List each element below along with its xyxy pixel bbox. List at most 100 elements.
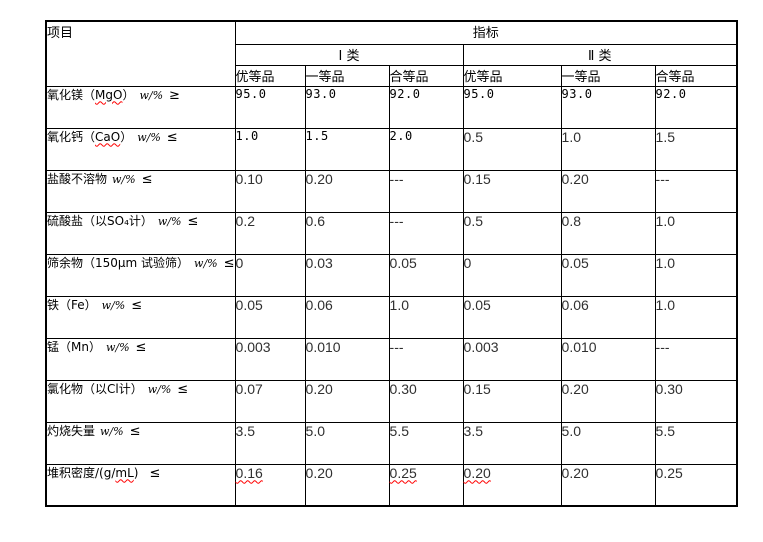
value-cell: 5.5 [654,421,738,465]
value-cell: 0.06 [304,295,390,339]
value-cell: 1.0 [654,253,738,297]
value-cell: 5.0 [304,421,390,465]
table-row: 灼烧失量 w/% ≤ 3.5 5.0 5.5 3.5 5.0 5.5 [45,421,738,465]
comparison-operator: ≤ [149,465,161,481]
value-cell: 0.20 [560,169,656,213]
value-cell: 3.5 [462,421,562,465]
value-cell: 1.5 [654,127,738,171]
value-cell: 0.6 [304,211,390,255]
row-label: 锰（Mn） w/% ≤ [45,337,236,381]
value-cell: 1.0 [654,295,738,339]
comparison-operator: ≤ [223,255,235,271]
value-cell: 1.5 [304,127,390,171]
comparison-operator: ≤ [141,171,153,187]
table-row: 筛余物（150μm 试验筛） w/% ≤ 0 0.03 0.05 0 0.05 1.… [45,253,738,297]
value-cell: 1.0 [560,127,656,171]
header-class-1: Ⅰ 类 [234,43,464,66]
value-cell: 0.20 [560,379,656,423]
value-cell: 93.0 [304,85,390,129]
unit-symbol: w/% [147,382,172,396]
row-label: 硫酸盐（以SO₄计） w/% ≤ [45,211,236,255]
row-label: 氧化钙（CaO） w/% ≤ [45,127,236,171]
comparison-operator: ≤ [177,381,189,397]
table-row: 锰（Mn） w/% ≤ 0.003 0.010 --- 0.003 0.010 --… [45,337,738,381]
spellcheck-mark: mL [115,465,134,480]
value-cell: 0.06 [560,295,656,339]
spellcheck-mark: 0.16 [235,464,263,481]
header-grade-4: 优等品 [462,64,562,87]
value-cell: 0.010 [560,337,656,381]
value-cell: 5.5 [388,421,464,465]
value-cell: 0.10 [234,169,306,213]
comparison-operator: ≤ [129,423,141,439]
row-label: 堆积密度/(g/mL) ≤ [45,463,236,507]
value-cell: 0.003 [462,337,562,381]
value-cell: 0 [462,253,562,297]
value-cell: 0.30 [654,379,738,423]
value-cell: 0.5 [462,211,562,255]
value-cell: 95.0 [462,85,562,129]
value-cell: 95.0 [234,85,306,129]
value-cell: --- [388,169,464,213]
comparison-operator: ≤ [187,213,199,229]
unit-symbol: w/% [100,424,124,438]
unit-symbol: w/% [112,172,136,186]
comparison-operator: ≥ [169,87,180,103]
value-cell: --- [388,337,464,381]
header-grade-2: 一等品 [304,64,390,87]
value-cell: 0.20 [462,463,562,507]
spellcheck-mark: 0.20 [463,464,491,481]
header-class-2: Ⅱ 类 [462,43,738,66]
unit-symbol: w/% [105,340,130,354]
value-cell: 0.15 [462,169,562,213]
comparison-operator: ≤ [131,297,143,313]
value-cell: 0.5 [462,127,562,171]
value-cell: 0.20 [304,169,390,213]
value-cell: --- [654,169,738,213]
table-row: 氧化钙（CaO） w/% ≤ 1.0 1.5 2.0 0.5 1.0 1.5 [45,127,738,171]
value-cell: 0.03 [304,253,390,297]
value-cell: 1.0 [388,295,464,339]
unit-symbol: w/% [157,214,182,228]
corner-header-item: 项目 [45,20,236,87]
row-label: 灼烧失量 w/% ≤ [45,421,236,465]
table-row: 盐酸不溶物 w/% ≤ 0.10 0.20 --- 0.15 0.20 --- [45,169,738,213]
value-cell: 0.05 [388,253,464,297]
value-cell: 0.05 [462,295,562,339]
row-label: 筛余物（150μm 试验筛） w/% ≤ [45,253,236,297]
header-row-indicator: 项目 指标 [45,20,738,87]
value-cell: 0 [234,253,306,297]
spec-table: 项目 指标 Ⅰ 类 Ⅱ 类 优等品 一等品 合等品 优等品 一等品 合等品 氧化… [45,20,739,507]
header-grade-6: 合等品 [654,64,738,87]
value-cell: 0.2 [234,211,306,255]
value-cell: 2.0 [388,127,464,171]
spellcheck-mark: CaO [95,129,121,144]
row-label: 氯化物（以Cl计） w/% ≤ [45,379,236,423]
comparison-operator: ≤ [166,129,178,145]
spellcheck-mark: 0.25 [389,464,417,481]
header-grade-5: 一等品 [560,64,656,87]
table-row: 硫酸盐（以SO₄计） w/% ≤ 0.2 0.6 --- 0.5 0.8 1.0 [45,211,738,255]
row-label: 盐酸不溶物 w/% ≤ [45,169,236,213]
value-cell: 0.20 [560,463,656,507]
value-cell: 0.20 [304,463,390,507]
unit-symbol: w/% [101,298,126,312]
value-cell: 0.07 [234,379,306,423]
table-row: 氯化物（以Cl计） w/% ≤ 0.07 0.20 0.30 0.15 0.20 0… [45,379,738,423]
value-cell: 0.05 [234,295,306,339]
value-cell: 0.003 [234,337,306,381]
value-cell: 0.010 [304,337,390,381]
table-row: 铁（Fe） w/% ≤ 0.05 0.06 1.0 0.05 0.06 1.0 [45,295,738,339]
header-indicator: 指标 [234,20,738,45]
unit-symbol: w/% [139,88,164,102]
value-cell: 93.0 [560,85,656,129]
value-cell: 0.25 [654,463,738,507]
table-row: 氧化镁（MgO） w/% ≥ 95.0 93.0 92.0 95.0 93.0 92… [45,85,738,129]
unit-symbol: w/% [137,130,161,144]
spellcheck-mark: MgO [95,87,123,102]
value-cell: 0.16 [234,463,306,507]
value-cell: 0.8 [560,211,656,255]
value-cell: 5.0 [560,421,656,465]
value-cell: 0.15 [462,379,562,423]
